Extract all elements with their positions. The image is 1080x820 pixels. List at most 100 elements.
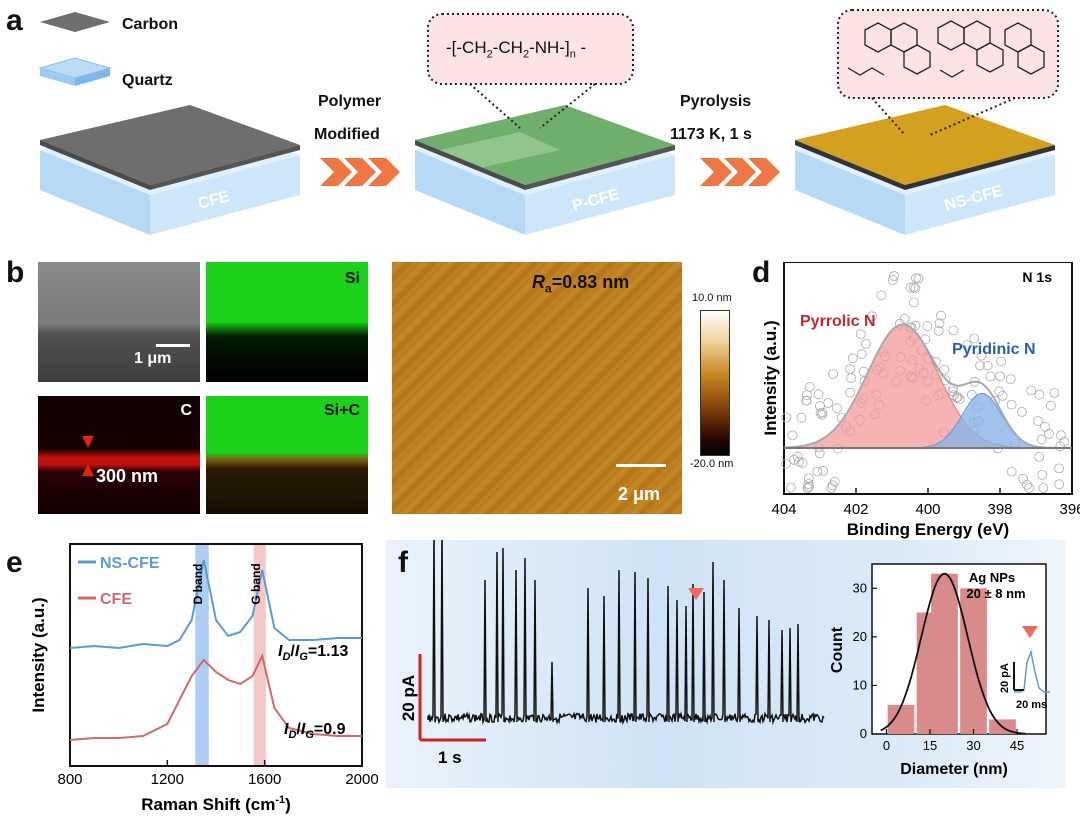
pyridinic-label: Pyridinic N — [952, 341, 1036, 358]
hist-bar — [887, 704, 915, 734]
hist-ticks: 0 15 30 45 0 10 20 30 — [853, 580, 1025, 753]
thickness-label: 300 nm — [96, 466, 159, 486]
cfe-slab — [40, 105, 300, 235]
xps-data-point — [1005, 374, 1016, 385]
xps-data-point — [826, 483, 837, 493]
xps-data-point — [910, 283, 921, 294]
inset-title-2: 20 ± 8 nm — [966, 586, 1025, 601]
hist-x-tick-label: 0 — [883, 738, 890, 753]
xps-data-point — [786, 482, 796, 493]
ratio-ns-cfe: ID/IG=1.13 — [278, 643, 348, 663]
xps-tick-label: 400 — [915, 501, 940, 518]
eds-map-sic: Si+C — [206, 396, 368, 514]
g-band-label: G band — [249, 563, 263, 604]
xps-data-point — [1033, 416, 1044, 426]
xps-data-point — [832, 403, 842, 414]
xps-data-point — [1036, 434, 1047, 445]
raman-tick-label: 800 — [57, 771, 82, 788]
raman-tick-label: 1600 — [248, 771, 281, 788]
panel-a-letter: a — [6, 4, 23, 37]
xps-data-point — [905, 282, 916, 293]
xps-data-point — [857, 349, 867, 359]
nscfe-slab — [795, 105, 1055, 235]
gaussian-fit — [880, 572, 1026, 735]
xps-data-point — [933, 326, 944, 336]
xps-data-point — [1054, 463, 1065, 474]
xps-data-point — [796, 412, 807, 423]
xps-data-point — [804, 481, 814, 492]
xps-data-point — [982, 360, 993, 371]
raman-tick-label: 2000 — [345, 771, 378, 788]
hist-ylabel: Count — [829, 626, 846, 673]
structure-bubble — [837, 9, 1059, 99]
xps-data-point — [995, 371, 1006, 382]
raman-tick-label: 1200 — [151, 771, 184, 788]
xps-data-point — [847, 353, 858, 364]
xps-data-point — [845, 387, 856, 398]
hist-xlabel: Diameter (nm) — [900, 761, 1008, 778]
xps-data-point — [781, 458, 791, 469]
raman-xlabel: Raman Shift (cm-1) — [141, 794, 291, 814]
raman-chart: 800 1200 1600 2000 NS-CFE CFE D band G band… — [30, 543, 379, 814]
xps-data-point — [1049, 387, 1060, 398]
xps-data-point — [1038, 483, 1049, 493]
d-band-label: D band — [191, 564, 205, 605]
nitrogen-structure — [847, 20, 1045, 78]
xps-data-point — [827, 480, 838, 491]
pyrrolic-label: Pyrrolic N — [800, 313, 876, 330]
panel-e-letter: e — [6, 546, 23, 579]
xps-data-point — [899, 313, 910, 324]
xps-data-point — [889, 271, 900, 281]
roughness-label: Ra=0.83 nm — [532, 272, 630, 296]
sem-cross-section: 1 μm — [38, 262, 200, 382]
xps-data-point — [787, 430, 798, 441]
xps-data-point — [804, 382, 815, 392]
xps-data-point — [976, 350, 987, 361]
panel-a-schematic — [38, 9, 1059, 235]
xps-data-point — [1016, 406, 1027, 417]
scale-bar — [156, 344, 190, 347]
panel-d-letter: d — [752, 256, 771, 289]
xps-tick-label: 402 — [843, 501, 868, 518]
carbon-swatch — [40, 12, 110, 32]
inset-spike-trace — [1014, 649, 1050, 693]
inset-current-label: 20 pA — [999, 663, 1011, 693]
map-si-label: Si — [344, 270, 360, 287]
pcfe-slab — [415, 105, 675, 235]
hist-y-tick-label: 20 — [853, 629, 867, 644]
hist-y-tick-label: 10 — [853, 677, 867, 692]
panel-f-letter: f — [398, 546, 408, 579]
afm-image: Ra=0.83 nm 2 μm — [392, 262, 682, 514]
xps-data-point — [846, 373, 856, 383]
hist-y-tick-label: 30 — [853, 580, 867, 595]
xps-tick-label: 404 — [771, 501, 796, 518]
xps-data-point — [794, 456, 804, 467]
xps-xlabel: Binding Energy (eV) — [847, 520, 1009, 539]
xps-data-point — [801, 395, 812, 406]
afm-scale-label: 2 μm — [618, 484, 661, 504]
xps-data-point — [961, 340, 972, 350]
legend-quartz: Quartz — [122, 72, 173, 89]
xps-data-point — [812, 466, 823, 477]
legend-ns-cfe: NS-CFE — [100, 555, 160, 572]
step1-line1: Polymer — [318, 93, 382, 110]
polymer-formula: -[-CH2-CH2-NH-]n - — [446, 38, 587, 61]
xps-data-point — [996, 356, 1007, 367]
xps-data-point — [817, 409, 827, 420]
xps-data-point — [803, 473, 814, 484]
inset-marker-icon — [1022, 626, 1038, 638]
xps-data-point — [952, 392, 963, 403]
panel-b-letter: b — [6, 256, 25, 289]
xps-data-point — [994, 386, 1005, 397]
legend-cfe: CFE — [100, 591, 132, 608]
xps-data-point — [1018, 473, 1029, 484]
ratio-cfe: ID/IG=0.9 — [284, 721, 346, 741]
xps-data-point — [909, 297, 919, 308]
raman-ticks: 800 1200 1600 2000 — [57, 760, 379, 788]
spike-marker-icon — [688, 588, 704, 600]
xps-data-point — [934, 318, 945, 329]
hist-y-tick-label: 0 — [860, 726, 867, 741]
arrow-2 — [700, 158, 780, 186]
step2-line2: 1173 K, 1 s — [670, 126, 752, 143]
eds-map-c: C 300 nm — [38, 396, 200, 514]
